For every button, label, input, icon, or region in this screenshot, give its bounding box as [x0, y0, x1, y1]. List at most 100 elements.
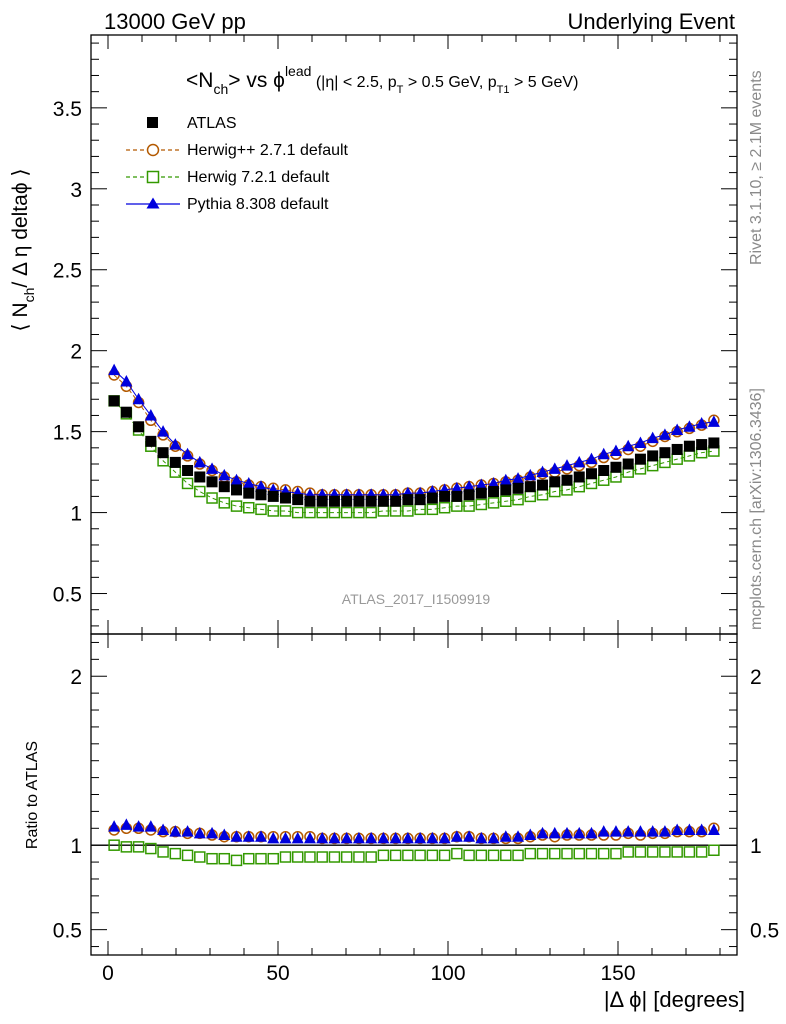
ratio-point-herwig-7-2-1-default [414, 849, 426, 862]
main-point-herwig-7-2-1-default [340, 506, 353, 519]
ratio-point-pythia-8-308-default [573, 826, 586, 839]
main-point-pythia-8-308-default [658, 428, 671, 440]
ratio-plot-frame [90, 633, 738, 956]
ratio-series-pythia-8-308-default [108, 818, 720, 844]
main-point-herwig-7-2-1-default [206, 492, 218, 504]
x-tick-label: 0 [102, 962, 114, 985]
main-point-atlas [439, 490, 451, 502]
ratio-point-herwig-7-2-1-default [536, 847, 549, 860]
main-point-atlas [426, 492, 438, 504]
ratio-point-pythia-8-308-default [695, 823, 708, 835]
y-tick-label: 1 [70, 503, 82, 526]
main-point-pythia-8-308-default [609, 444, 622, 457]
ratio-point-herwig-7-2-1-default [695, 846, 708, 858]
main-point-atlas [108, 395, 120, 407]
main-point-atlas [390, 495, 402, 507]
ratio-point-pythia-8-308-default [169, 825, 182, 837]
ratio-point-herwig-7-2-1-default [475, 849, 488, 862]
main-point-herwig-7-2-1-default [304, 506, 316, 519]
main-point-pythia-8-308-default [634, 436, 647, 448]
ratio-point-herwig-7-2-1-default [279, 851, 292, 863]
legend-marker-pythia [146, 197, 160, 209]
main-point-atlas [194, 471, 206, 483]
plot-title: <Nch> vs ϕlead (|η| < 2.5, pT > 0.5 GeV,… [186, 63, 578, 97]
main-point-pythia-8-308-default [512, 472, 525, 484]
ratio-point-herwig-7-2-1-default [451, 847, 463, 860]
main-point-pythia-8-308-default [120, 374, 133, 387]
ratio-point-pythia-8-308-default [487, 831, 500, 844]
main-point-pythia-8-308-default [548, 462, 561, 474]
ratio-point-herwig-7-2-1-default [659, 846, 671, 858]
main-point-atlas [500, 484, 512, 496]
ratio-point-herwig-7-2-1-default [157, 846, 169, 858]
mcplots-reference-label: mcplots.cern.ch [arXiv:1306.3436] [748, 388, 765, 630]
ratio-point-herwig-7-2-1-default [194, 851, 206, 863]
ratio-point-herwig-7-2-1-default [597, 847, 610, 860]
ratio-point-pythia-8-308-default [132, 820, 145, 832]
main-point-atlas [537, 479, 549, 491]
main-point-herwig-7-2-1-default [463, 500, 475, 512]
ratio-point-herwig-7-2-1-default [573, 847, 585, 860]
main-point-pythia-8-308-default [255, 480, 267, 492]
main-point-pythia-8-308-default [230, 473, 243, 486]
ratio-point-pythia-8-308-default [536, 826, 549, 839]
ratio-point-pythia-8-308-default [218, 828, 231, 841]
main-point-pythia-8-308-default [132, 392, 145, 405]
y-tick-label: 1.5 [53, 422, 82, 445]
x-tick-label: 150 [600, 962, 635, 985]
main-point-pythia-8-308-default [622, 439, 635, 452]
ratio-point-herwig-7-2-1-default [108, 839, 120, 851]
main-point-atlas [206, 476, 218, 488]
main-point-atlas [365, 495, 377, 507]
ratio-point-herwig-7-2-1-default [549, 847, 561, 860]
ratio-point-herwig-7-2-1-default [243, 852, 255, 865]
ratio-point-pythia-8-308-default [450, 830, 463, 842]
main-point-atlas [671, 443, 683, 455]
main-point-herwig-7-2-1-default [512, 493, 524, 506]
main-point-atlas [549, 476, 561, 488]
x-tick-label: 50 [266, 962, 289, 985]
ratio-point-pythia-8-308-default [279, 831, 292, 844]
ratio-point-pythia-8-308-default [242, 830, 255, 842]
main-point-atlas [488, 486, 500, 498]
ratio-point-herwig-7-2-1-default [132, 841, 145, 853]
ratio-point-pythia-8-308-default [377, 831, 390, 844]
main-point-atlas [353, 495, 365, 507]
main-point-atlas [255, 489, 267, 501]
rivet-version-label: Rivet 3.1.10, ≥ 2.1M events [748, 70, 765, 265]
ratio-point-herwig-7-2-1-default [512, 849, 524, 862]
ratio-point-pythia-8-308-default [255, 830, 267, 842]
ratio-tick-label: 2 [70, 666, 82, 689]
ratio-point-pythia-8-308-default [230, 830, 243, 842]
main-point-herwig-7-2-1-default [646, 459, 659, 472]
main-point-atlas [683, 440, 695, 452]
ratio-point-herwig-7-2-1-default [487, 849, 500, 862]
ratio-tick-label-right: 1 [750, 835, 762, 858]
legend-label-pythia: Pythia 8.308 default [187, 196, 329, 213]
main-point-pythia-8-308-default [463, 480, 476, 492]
main-point-atlas [182, 464, 194, 476]
legend-item-pythia: Pythia 8.308 default [126, 196, 329, 213]
ratio-point-pythia-8-308-default [707, 823, 720, 835]
ratio-point-herwig-7-2-1-default [402, 849, 414, 862]
ratio-point-pythia-8-308-default [316, 831, 329, 844]
main-point-pythia-8-308-default [242, 476, 255, 489]
ratio-point-herwig-7-2-1-default [622, 846, 634, 858]
main-point-pythia-8-308-default [671, 423, 684, 436]
main-point-herwig-7-2-1-default [194, 485, 206, 498]
ratio-point-herwig-7-2-1-default [634, 846, 647, 858]
main-point-pythia-8-308-default [695, 417, 708, 429]
ratio-point-pythia-8-308-default [291, 831, 304, 844]
y-tick-label: 2 [70, 341, 82, 364]
ratio-point-pythia-8-308-default [303, 831, 316, 844]
ratio-point-herwig-7-2-1-default [291, 851, 304, 863]
legend-marker-herwigpp [146, 143, 160, 157]
main-point-atlas [708, 437, 720, 449]
main-point-atlas [267, 490, 279, 502]
legend-marker-atlas [147, 117, 158, 128]
main-point-atlas [585, 468, 597, 480]
ratio-point-herwig-7-2-1-default [304, 851, 316, 863]
ratio-point-pythia-8-308-default [658, 825, 671, 837]
ratio-point-pythia-8-308-default [328, 831, 341, 844]
